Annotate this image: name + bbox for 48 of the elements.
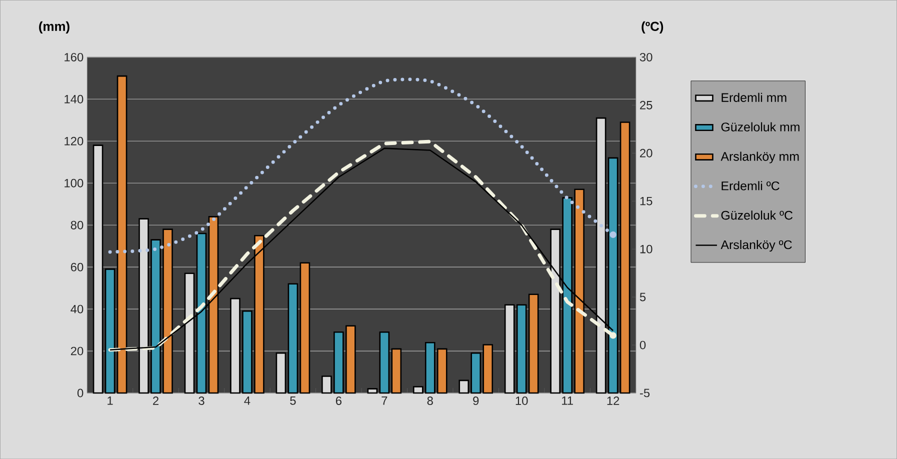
x-tick-label: 8 (427, 396, 433, 405)
y2-tick-label: 15 (640, 196, 652, 206)
x-tick-label: 12 (607, 396, 620, 405)
bar (504, 304, 515, 394)
y-tick-label: 80 (70, 220, 84, 230)
y-tick-label: 20 (70, 346, 84, 356)
y2-tick-label: 5 (640, 292, 646, 302)
x-tick-label: 10 (516, 396, 528, 405)
legend-label: Güzeloluk mm (721, 122, 800, 132)
y2-tick-label: 0 (640, 340, 646, 350)
x-tick-label: 3 (198, 396, 204, 405)
y2-tick-label: -5 (640, 388, 650, 398)
x-tick-label: 7 (382, 396, 388, 405)
legend-label: Erdemli mm (722, 92, 786, 102)
legend-label: Erdemli ºC (722, 181, 780, 190)
y-tick-label: 60 (70, 262, 84, 272)
x-tick-label: 9 (473, 396, 479, 405)
y2-tick-label: 10 (640, 244, 652, 254)
x-tick-label: 2 (153, 396, 158, 405)
bar (391, 348, 402, 394)
x-tick-label: 4 (244, 396, 250, 405)
y2-axis-title: (ºC) (642, 21, 664, 34)
bar (288, 283, 298, 394)
y-tick-label: 120 (64, 136, 84, 146)
y-tick-label: 140 (64, 94, 84, 104)
legend-label: Güzeloluk ºC (721, 210, 793, 220)
bar (92, 144, 104, 394)
bar (367, 388, 378, 394)
bar (516, 304, 527, 394)
y2-tick-label: 25 (640, 100, 652, 110)
bar (300, 262, 310, 394)
y-tick-label: 160 (64, 52, 84, 62)
y-tick-label: 40 (70, 304, 84, 314)
y-tick-label: 100 (64, 178, 84, 188)
x-tick-label: 5 (290, 396, 296, 405)
bar (276, 352, 286, 394)
legend-label: Arslanköy ºC (720, 240, 792, 252)
bar (379, 331, 390, 394)
bar (620, 122, 630, 394)
y-axis-title: (mm) (39, 21, 70, 34)
y2-tick-label: 20 (640, 148, 652, 158)
y-tick-label: 0 (77, 388, 84, 398)
legend-label: Arslanköy mm (720, 152, 799, 164)
y2-tick-label: 30 (640, 52, 652, 62)
x-tick-label: 11 (562, 396, 573, 405)
x-tick-label: 1 (108, 396, 113, 405)
x-tick-label: 6 (336, 396, 342, 405)
bar (528, 294, 539, 394)
